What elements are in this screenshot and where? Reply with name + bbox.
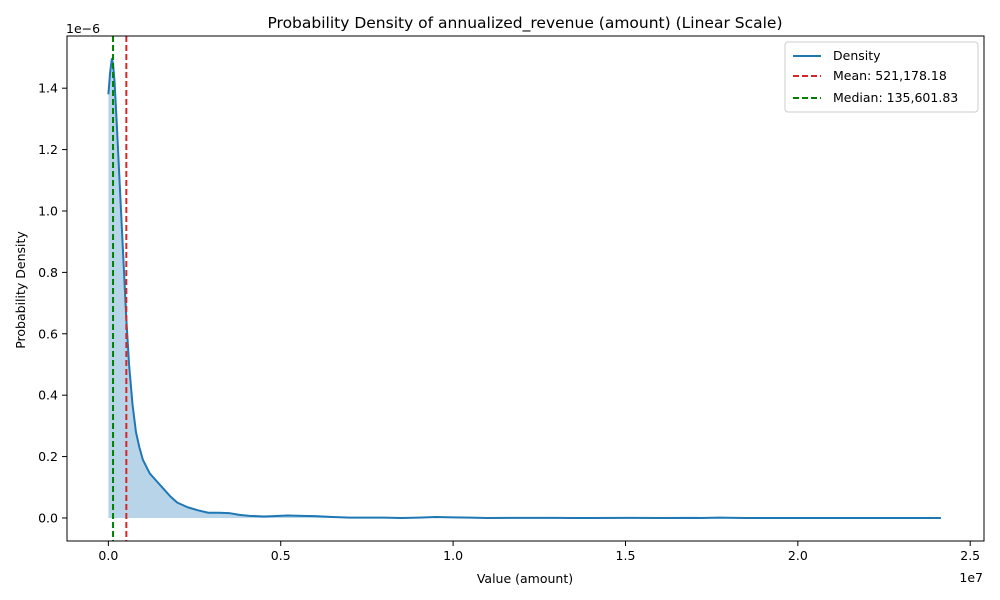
x-tick-label: 0.0 [98, 548, 118, 563]
x-axis-label: Value (amount) [477, 571, 573, 586]
density-line [107, 58, 941, 519]
chart-title: Probability Density of annualized_revenu… [267, 14, 782, 33]
legend-mean-label: Mean: 521,178.18 [833, 68, 947, 83]
legend-density-label: Density [833, 48, 881, 63]
x-offset-label: 1e7 [959, 570, 983, 585]
legend: Density Mean: 521,178.18 Median: 135,601… [784, 41, 979, 113]
y-axis-label: Probability Density [13, 231, 28, 349]
x-tick-label: 1.5 [616, 548, 636, 563]
plot-frame [66, 35, 985, 542]
y-tick-label: 0.4 [38, 388, 58, 403]
y-tick-label: 1.2 [38, 142, 58, 157]
y-tick-label: 0.8 [38, 265, 58, 280]
x-tick-label: 0.5 [271, 548, 291, 563]
y-axis-ticks: 0.0 0.2 0.4 0.6 0.8 1.0 1.2 1.4 [38, 81, 67, 525]
x-tick-label: 1.0 [443, 548, 463, 563]
y-tick-label: 0.2 [38, 449, 58, 464]
legend-median-label: Median: 135,601.83 [833, 90, 958, 105]
x-axis-ticks: 0.0 0.5 1.0 1.5 2.0 2.5 [98, 541, 980, 563]
y-tick-label: 0.6 [38, 326, 58, 341]
x-tick-label: 2.0 [788, 548, 808, 563]
x-tick-label: 2.5 [960, 548, 980, 563]
y-offset-label: 1e−6 [66, 21, 100, 36]
y-tick-label: 0.0 [38, 510, 58, 525]
plot-area [107, 36, 941, 541]
legend-box [784, 41, 979, 113]
y-tick-label: 1.4 [38, 81, 58, 96]
y-tick-label: 1.0 [38, 203, 58, 218]
